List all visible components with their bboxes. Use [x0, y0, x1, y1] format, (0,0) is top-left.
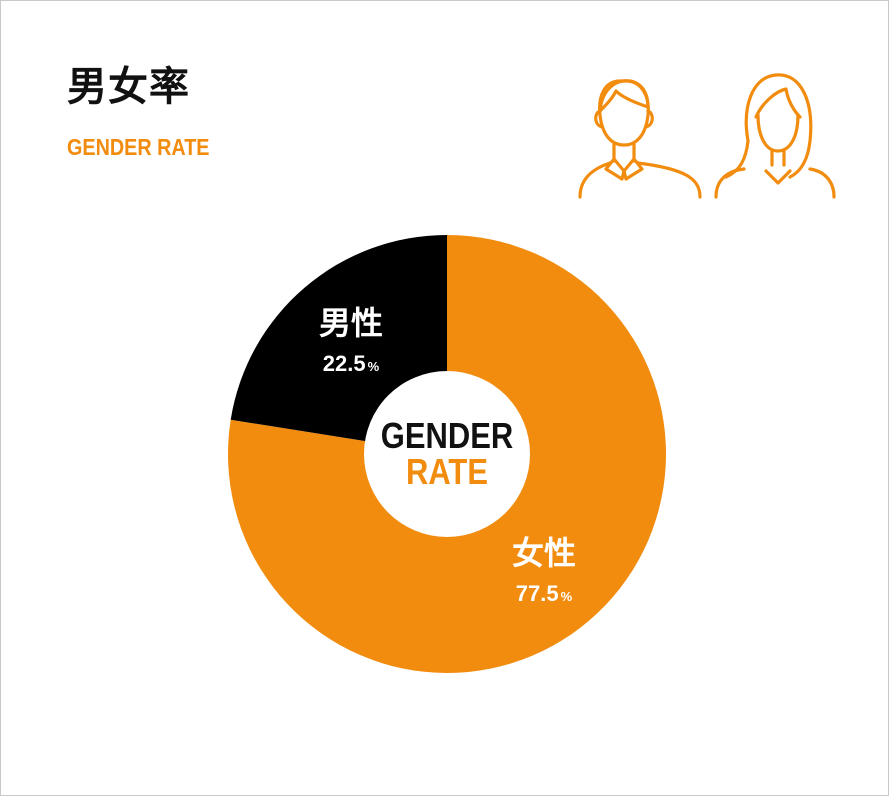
- slice-label-female: 女性: [512, 534, 576, 572]
- woman-icon: [714, 73, 836, 199]
- page-subtitle: GENDER RATE: [67, 134, 210, 160]
- center-label-gender: GENDER: [381, 417, 513, 457]
- man-icon: [578, 79, 702, 199]
- gender-icons: [578, 73, 836, 199]
- slice-label-male: 男性: [319, 304, 383, 342]
- slice-value-male: 22.5%: [323, 351, 380, 376]
- center-label-rate: RATE: [406, 453, 488, 493]
- slice-value-female: 77.5%: [516, 581, 573, 606]
- donut-hole: [364, 371, 530, 537]
- page-title: 男女率: [67, 64, 190, 110]
